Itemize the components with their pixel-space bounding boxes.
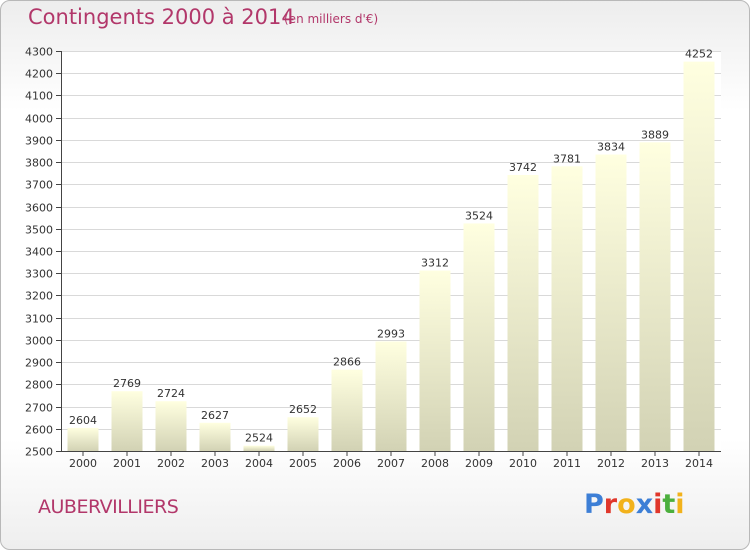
bar-value-label: 2769: [113, 377, 141, 390]
bar: [67, 427, 99, 451]
y-tick-label: 3900: [25, 135, 53, 148]
bar: [243, 445, 275, 451]
y-tick-label: 3300: [25, 268, 53, 281]
x-tick-label: 2010: [509, 457, 537, 470]
bar-value-label: 2652: [289, 403, 317, 416]
y-tick-label: 4000: [25, 113, 53, 126]
bar: [639, 142, 671, 452]
bar-value-label: 2866: [333, 356, 361, 369]
bar: [463, 223, 495, 451]
x-tick-label: 2006: [333, 457, 361, 470]
bar-value-label: 3781: [553, 152, 581, 165]
y-tick-label: 2600: [25, 424, 53, 437]
logo-letter: P: [584, 489, 604, 520]
logo-letter: x: [635, 489, 654, 520]
logo-letter: r: [603, 489, 618, 520]
bar: [419, 270, 451, 451]
x-tick-label: 2009: [465, 457, 493, 470]
x-tick-label: 2012: [597, 457, 625, 470]
y-tick-label: 4200: [25, 68, 53, 81]
bar-value-label: 3834: [597, 141, 625, 154]
bar-value-label: 2993: [377, 327, 405, 340]
y-tick-label: 3000: [25, 335, 53, 348]
x-tick-label: 2005: [289, 457, 317, 470]
x-tick-label: 2011: [553, 457, 581, 470]
bar: [111, 391, 143, 451]
bar-value-label: 3889: [641, 128, 669, 141]
y-tick-label: 2500: [25, 446, 53, 459]
bar: [375, 341, 407, 451]
proxiti-logo: Proxiti: [584, 489, 685, 520]
bar: [331, 369, 363, 451]
y-tick-label: 3400: [25, 246, 53, 259]
x-tick-label: 2001: [113, 457, 141, 470]
bar: [199, 422, 231, 451]
x-tick-label: 2002: [157, 457, 185, 470]
logo-letter: t: [662, 489, 676, 520]
x-tick-label: 2003: [201, 457, 229, 470]
logo-letter: o: [617, 489, 636, 520]
x-tick-label: 2007: [377, 457, 405, 470]
bar-value-label: 4252: [685, 48, 713, 61]
bar: [507, 175, 539, 451]
commune-name: AUBERVILLIERS: [38, 496, 179, 518]
bar: [595, 154, 627, 452]
y-tick-label: 3600: [25, 202, 53, 215]
y-tick-label: 3800: [25, 157, 53, 170]
y-tick-label: 3500: [25, 224, 53, 237]
logo-letter: i: [675, 489, 685, 520]
chart-title: Contingents 2000 à 2014: [28, 5, 295, 29]
bar-value-label: 3312: [421, 257, 449, 270]
x-tick-label: 2000: [69, 457, 97, 470]
x-tick-label: 2013: [641, 457, 669, 470]
bar: [155, 401, 187, 451]
bar-value-label: 2724: [157, 387, 185, 400]
chart-subtitle: (en milliers d'€): [284, 12, 379, 26]
y-tick-label: 3100: [25, 313, 53, 326]
y-tick-label: 2700: [25, 402, 53, 415]
x-tick-label: 2008: [421, 457, 449, 470]
x-tick-label: 2004: [245, 457, 273, 470]
bar-value-label: 3742: [509, 161, 537, 174]
bar: [287, 417, 319, 451]
y-tick-label: 3700: [25, 179, 53, 192]
y-tick-label: 4300: [25, 46, 53, 59]
bar-value-label: 2524: [245, 432, 273, 445]
bar: [551, 166, 583, 452]
bar: [683, 61, 715, 452]
logo-letter: i: [653, 489, 663, 520]
x-tick-label: 2014: [685, 457, 713, 470]
bar-value-label: 2604: [69, 414, 97, 427]
y-tick-label: 2900: [25, 357, 53, 370]
y-tick-label: 2800: [25, 379, 53, 392]
y-tick-label: 4100: [25, 90, 53, 103]
bar-value-label: 3524: [465, 209, 493, 222]
y-tick-label: 3200: [25, 290, 53, 303]
bar-value-label: 2627: [201, 409, 229, 422]
